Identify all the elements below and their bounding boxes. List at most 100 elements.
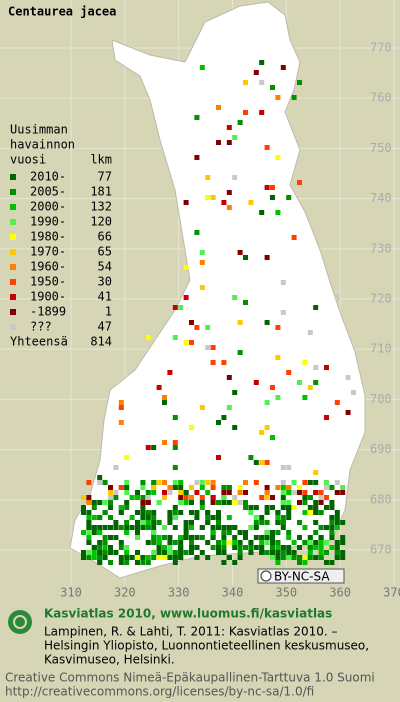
observation-square	[86, 515, 92, 520]
observation-square	[340, 535, 346, 540]
observation-square	[243, 300, 248, 305]
observation-square	[183, 495, 189, 500]
observation-square	[297, 80, 302, 85]
observation-square	[151, 555, 157, 560]
y-label: 750	[370, 141, 392, 155]
observation-square	[194, 545, 200, 550]
observation-square	[183, 525, 189, 530]
observation-square	[86, 535, 92, 540]
observation-square	[329, 530, 335, 535]
observation-square	[313, 305, 319, 310]
observation-square	[189, 550, 194, 555]
legend-swatch	[10, 234, 16, 240]
legend-count: 132	[90, 200, 112, 214]
observation-square	[297, 545, 302, 550]
y-label: 740	[370, 191, 392, 205]
observation-square	[145, 540, 151, 545]
observation-square	[280, 555, 286, 560]
observation-square	[178, 500, 184, 505]
observation-square	[275, 395, 281, 400]
observation-square	[108, 535, 113, 540]
observation-square	[270, 85, 275, 90]
observation-square	[129, 495, 135, 500]
observation-square	[86, 500, 92, 505]
observation-square	[91, 505, 97, 510]
observation-square	[226, 485, 232, 490]
observation-square	[81, 510, 86, 515]
observation-square	[243, 535, 248, 540]
axis-labels: 310 320 330 340 350 360 370 770 760 750 740 730 720 7…	[60, 41, 400, 600]
y-label: 700	[370, 392, 392, 406]
observation-square	[307, 480, 313, 485]
observation-square	[297, 560, 302, 565]
observation-square	[113, 495, 119, 500]
observation-square	[334, 550, 340, 555]
observation-square	[210, 545, 216, 550]
observation-square	[199, 65, 205, 70]
observation-square	[280, 485, 286, 490]
observation-square	[248, 525, 254, 530]
observation-square	[118, 485, 124, 490]
observation-square	[291, 235, 297, 240]
observation-square	[102, 510, 108, 515]
observation-square	[113, 490, 119, 495]
observation-square	[124, 555, 130, 560]
observation-square	[324, 550, 329, 555]
observation-square	[167, 545, 173, 550]
observation-square	[205, 490, 211, 495]
legend-swatch	[10, 279, 16, 285]
observation-square	[275, 555, 281, 560]
observation-square	[199, 285, 205, 290]
observation-square	[97, 530, 103, 535]
observation-square	[248, 200, 254, 205]
observation-square	[189, 525, 194, 530]
observation-square	[280, 495, 286, 500]
observation-square	[140, 560, 146, 565]
observation-square	[102, 500, 108, 505]
observation-square	[253, 380, 259, 385]
observation-square	[135, 490, 140, 495]
observation-square	[167, 520, 173, 525]
observation-square	[118, 505, 124, 510]
observation-square	[210, 195, 216, 200]
observation-square	[232, 175, 238, 180]
observation-square	[167, 535, 173, 540]
observation-square	[324, 415, 329, 420]
legend-label: ???	[30, 320, 52, 334]
observation-square	[124, 505, 130, 510]
observation-square	[340, 550, 346, 555]
observation-square	[329, 500, 335, 505]
observation-square	[313, 505, 319, 510]
observation-square	[145, 555, 151, 560]
observation-square	[199, 250, 205, 255]
observation-square	[162, 550, 167, 555]
observation-square	[91, 550, 97, 555]
observation-square	[199, 505, 205, 510]
observation-square	[237, 550, 243, 555]
observation-square	[275, 95, 281, 100]
y-label: 690	[370, 442, 392, 456]
observation-square	[199, 525, 205, 530]
observation-square	[124, 480, 130, 485]
observation-square	[286, 490, 292, 495]
observation-square	[140, 525, 146, 530]
observation-square	[178, 555, 184, 560]
legend-label: -1899	[30, 305, 66, 319]
observation-square	[334, 400, 340, 405]
observation-square	[140, 520, 146, 525]
observation-square	[210, 480, 216, 485]
observation-square	[199, 495, 205, 500]
observation-square	[118, 555, 124, 560]
observation-square	[178, 550, 184, 555]
observation-square	[264, 530, 270, 535]
observation-square	[302, 510, 308, 515]
observation-square	[318, 540, 324, 545]
observation-square	[307, 505, 313, 510]
observation-square	[118, 560, 124, 565]
observation-square	[135, 495, 140, 500]
observation-square	[221, 485, 227, 490]
legend-count: 30	[98, 275, 112, 289]
observation-square	[248, 455, 254, 460]
observation-square	[162, 525, 167, 530]
observation-square	[108, 525, 113, 530]
